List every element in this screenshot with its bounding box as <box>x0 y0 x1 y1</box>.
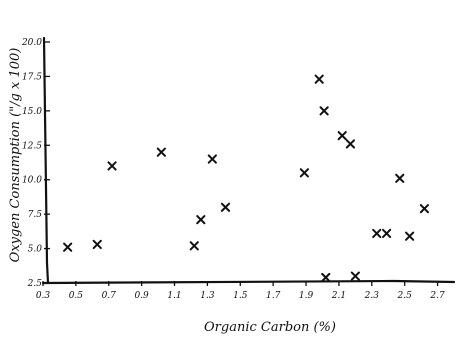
data-point-marker <box>92 239 102 250</box>
x-tick-label: 2.5 <box>397 291 413 301</box>
y-axis-title: Oxygen Consumption ("/g x 100) <box>8 48 23 263</box>
data-point-marker <box>189 241 199 251</box>
x-tick-label: 2.7 <box>429 291 445 301</box>
x-tick-label: 2.3 <box>364 291 380 301</box>
data-point-marker <box>107 161 117 171</box>
y-tick-label: 7.5 <box>28 210 43 220</box>
data-point-marker <box>395 173 405 183</box>
x-tick-label: 0.5 <box>69 291 84 301</box>
data-point-marker <box>350 271 360 281</box>
data-point-marker <box>299 168 309 178</box>
y-axis-line <box>42 36 50 285</box>
data-point-marker <box>405 231 415 241</box>
data-point-marker <box>156 147 166 157</box>
x-axis-title: Organic Carbon (%) <box>204 320 336 335</box>
data-point-marker <box>196 215 206 225</box>
data-point-marker <box>314 74 324 84</box>
y-tick-label: 15.0 <box>22 107 42 117</box>
data-point-marker <box>321 272 331 283</box>
y-tick-label: 5.0 <box>28 245 43 255</box>
data-point-marker <box>345 139 356 149</box>
y-tick-label: 17.5 <box>22 72 42 82</box>
x-tick-label: 0.7 <box>102 291 117 301</box>
x-tick-label: 1.7 <box>266 291 281 301</box>
data-point-marker <box>207 154 217 164</box>
data-point-marker <box>319 106 329 116</box>
y-tick-label: 2.5 <box>27 279 43 289</box>
y-tick-label: 20.0 <box>21 38 42 48</box>
x-tick-label: 0.3 <box>36 291 51 301</box>
y-tick-label: 12.5 <box>22 141 42 151</box>
data-point-marker <box>220 202 231 212</box>
x-axis-line <box>41 279 456 285</box>
x-tick-label: 0.9 <box>134 291 149 301</box>
data-point-marker <box>337 131 347 141</box>
x-tick-label: 1.3 <box>200 291 215 301</box>
x-tick-label: 2.1 <box>331 291 346 301</box>
x-tick-label: 1.5 <box>233 291 248 301</box>
y-tick-label: 10.0 <box>22 176 42 186</box>
x-tick-label: 1.1 <box>167 291 181 301</box>
x-tick-label: 1.9 <box>299 291 314 301</box>
data-point-marker <box>419 204 430 214</box>
chart-ticks: 0.3 0.5 0.7 0.9 1.1 1.3 1.5 1.7 1.9 2.1 2.3 2.5 2.7 2… <box>21 38 445 301</box>
data-point-marker <box>381 228 392 239</box>
data-points <box>63 74 430 283</box>
data-point-marker <box>372 228 382 239</box>
chart-axes <box>41 36 456 285</box>
data-point-marker <box>63 242 73 252</box>
